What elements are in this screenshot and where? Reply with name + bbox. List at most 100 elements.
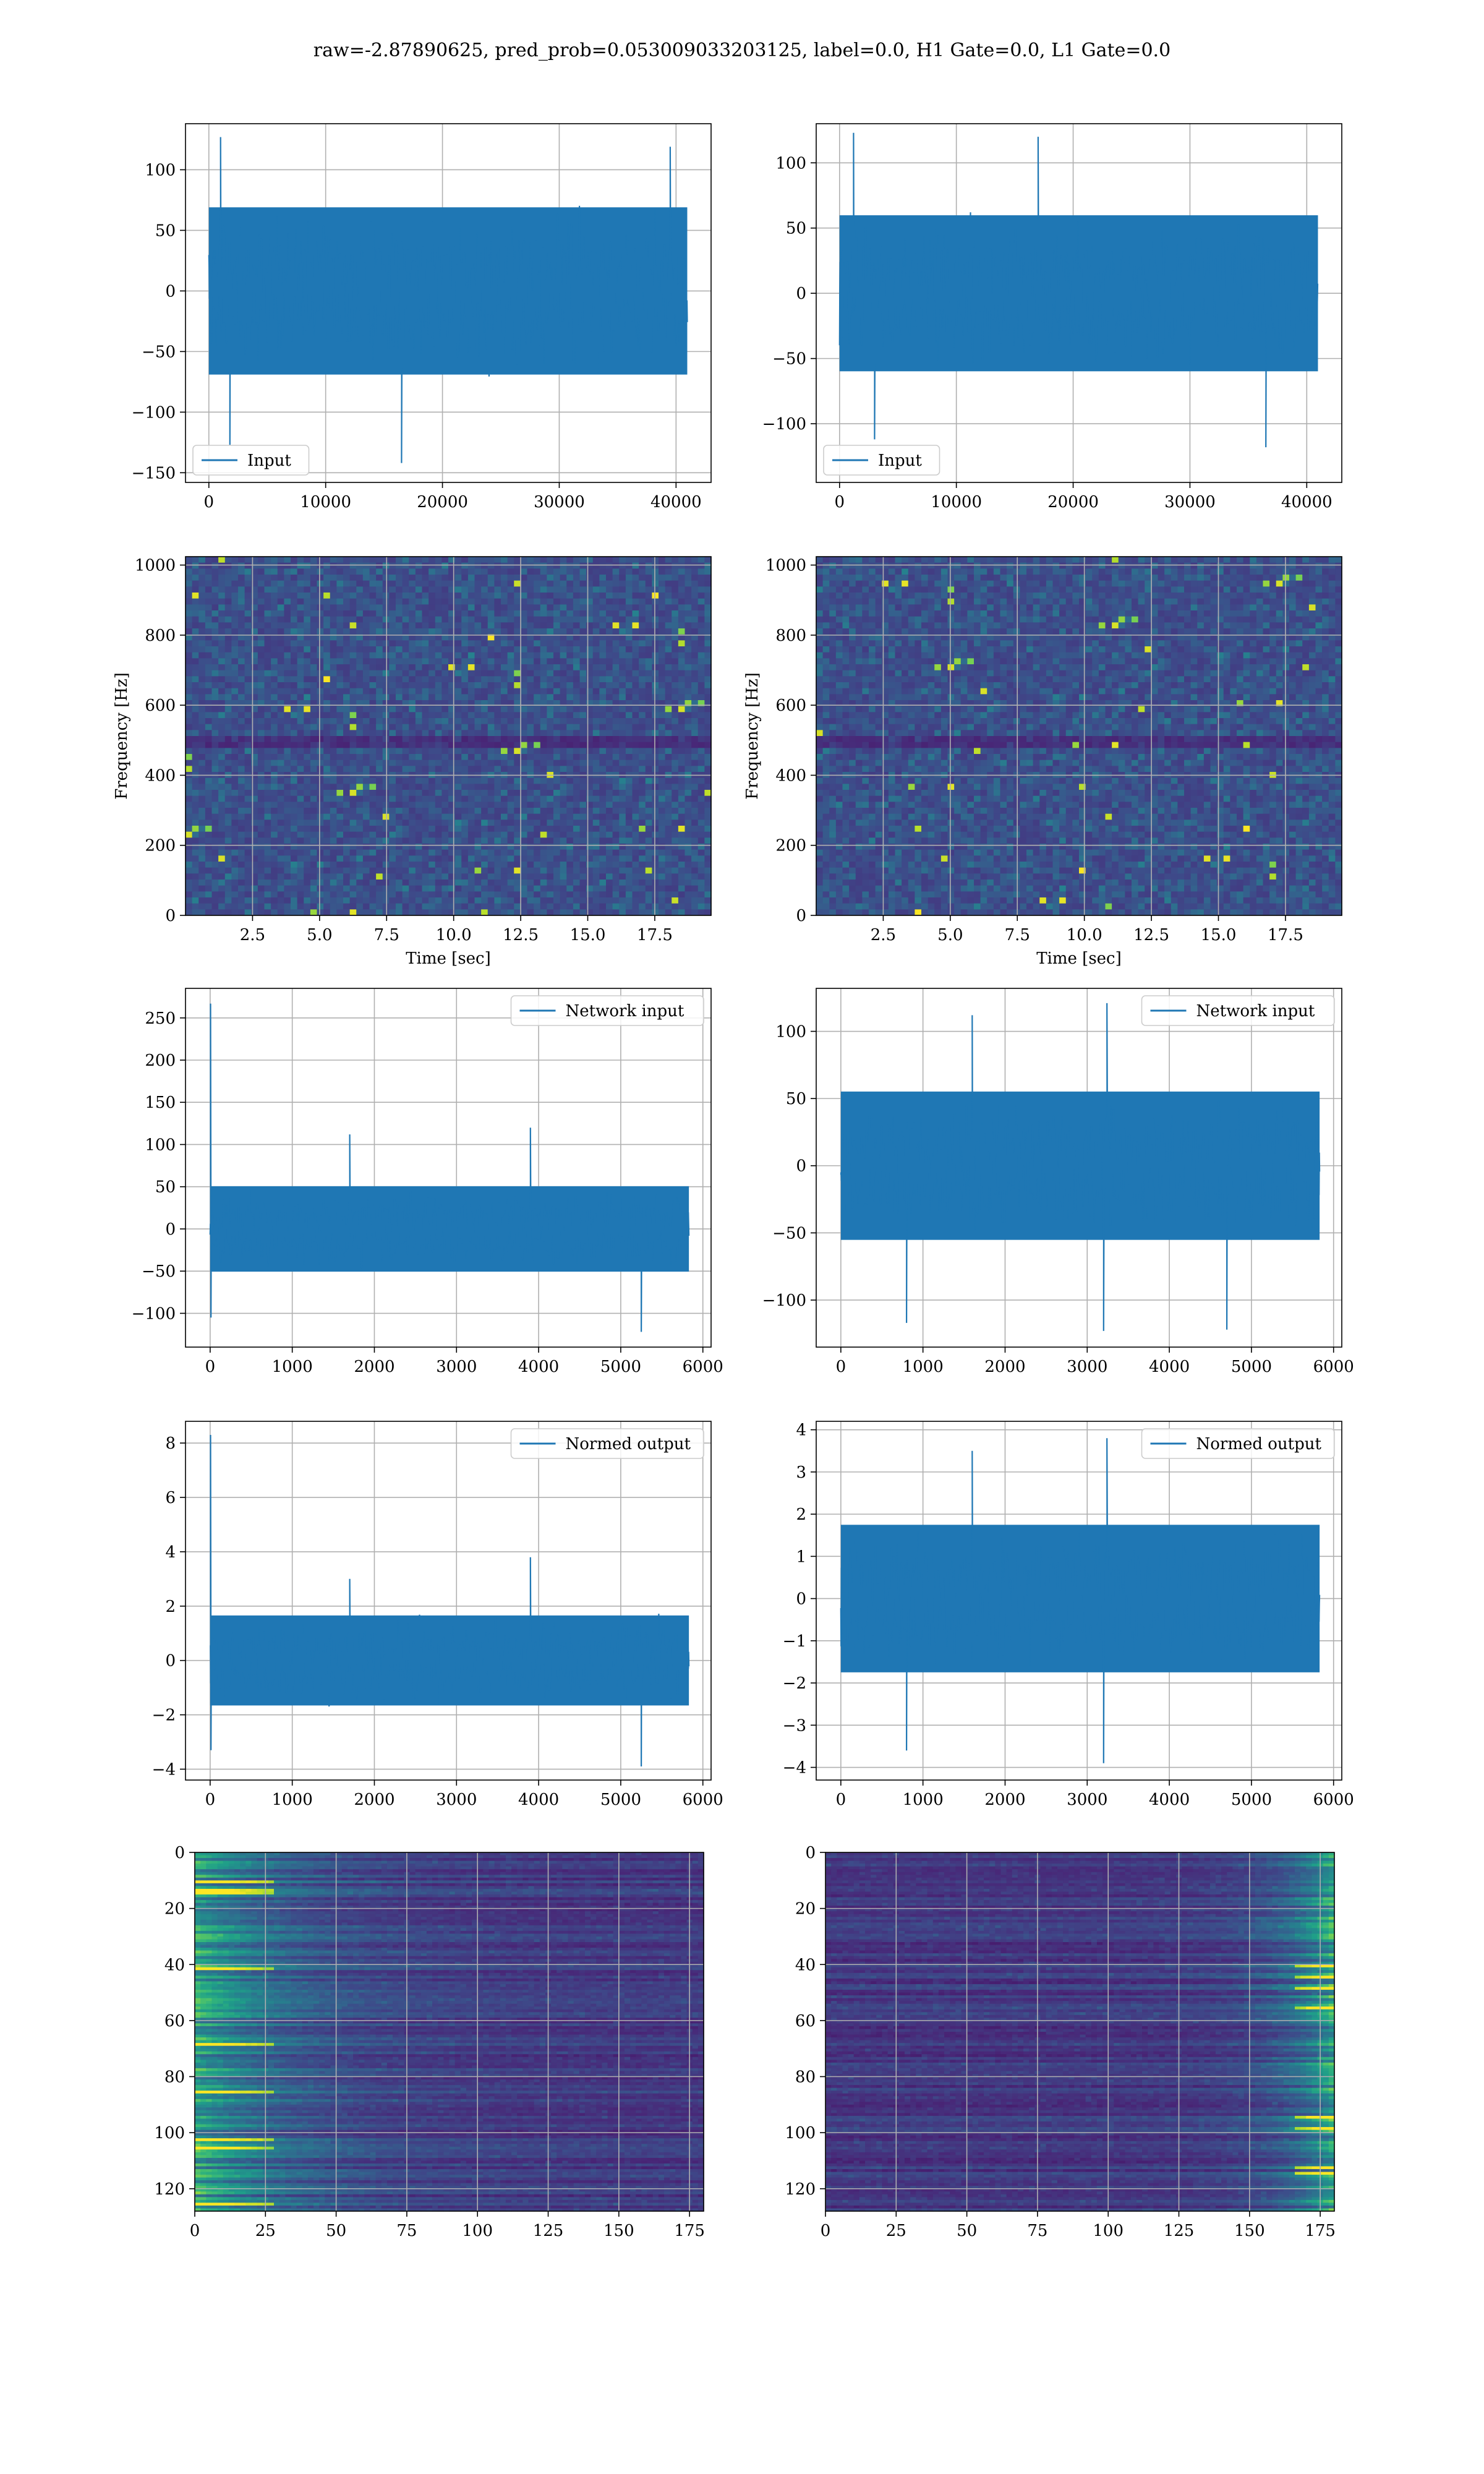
heatmap-cell	[198, 658, 206, 665]
heatmap-cell	[277, 891, 284, 898]
heatmap-cell	[540, 604, 547, 611]
heatmap-cell	[317, 622, 324, 629]
heatmap-cell	[632, 790, 639, 797]
heatmap-cell	[435, 748, 442, 755]
heatmap-cell	[454, 909, 462, 916]
heatmap-cell	[467, 831, 475, 838]
heatmap-cell	[218, 562, 226, 569]
heatmap-cell	[599, 844, 607, 850]
heatmap-cell	[238, 610, 245, 617]
heatmap-cell	[514, 634, 521, 641]
heatmap-cell	[514, 616, 521, 623]
heatmap-cell	[599, 658, 607, 665]
heatmap-cell	[665, 712, 672, 719]
heatmap-cell	[547, 610, 554, 617]
heatmap-cell	[625, 557, 633, 563]
heatmap-cell	[606, 658, 613, 665]
heatmap-cell	[211, 736, 219, 743]
heatmap-cell	[291, 802, 298, 808]
heatmap-cell	[244, 748, 252, 755]
heatmap-cell	[224, 897, 232, 904]
heatmap-cell	[678, 575, 686, 581]
y-tick-label: −100	[132, 403, 176, 422]
heatmap-cell	[409, 873, 416, 880]
heatmap-cell	[481, 831, 488, 838]
heatmap-cell	[467, 634, 475, 641]
heatmap-cell	[507, 844, 514, 850]
heatmap-cell	[218, 575, 226, 581]
heatmap-cell	[527, 628, 534, 635]
heatmap-cell	[415, 557, 423, 563]
heatmap-cell	[816, 849, 824, 856]
heatmap-cell	[547, 658, 554, 665]
heatmap-cell	[192, 844, 199, 850]
heatmap-cell	[257, 855, 265, 862]
heatmap-cell	[310, 766, 318, 773]
heatmap-cell	[369, 628, 377, 635]
heatmap-cell	[566, 831, 574, 838]
heatmap-cell	[343, 862, 351, 868]
heatmap-cell	[514, 777, 521, 784]
heatmap-cell	[606, 777, 613, 784]
heatmap-cell	[198, 891, 206, 898]
heatmap-cell	[349, 586, 357, 593]
heatmap-cell	[396, 909, 403, 916]
heatmap-cell	[271, 586, 278, 593]
heatmap-cell	[514, 862, 521, 868]
heatmap-cell	[291, 808, 298, 815]
heatmap-cell	[336, 658, 344, 665]
heatmap-cell	[409, 802, 416, 808]
heatmap-cell	[435, 873, 442, 880]
heatmap-cell	[231, 622, 239, 629]
heatmap-cell	[691, 862, 699, 868]
heatmap-cell	[396, 706, 403, 713]
heatmap-cell	[271, 873, 278, 880]
heatmap-cell	[198, 610, 206, 617]
heatmap-cell	[304, 604, 311, 611]
heatmap-cell	[632, 820, 639, 826]
heatmap-cell	[409, 593, 416, 599]
heatmap-cell	[323, 682, 331, 689]
heatmap-cell	[231, 766, 239, 773]
heatmap-cell	[402, 586, 409, 593]
heatmap-cell	[586, 802, 594, 808]
heatmap-cell	[599, 784, 607, 790]
heatmap-cell	[192, 664, 199, 671]
heatmap-cell	[415, 826, 423, 833]
heatmap-cell	[520, 562, 528, 569]
heatmap-cell	[369, 616, 377, 623]
heatmap-cell	[501, 700, 508, 707]
heatmap-cell	[599, 604, 607, 611]
heatmap-cell	[251, 598, 258, 605]
y-tick-label: 0	[796, 285, 806, 303]
heatmap-cell	[659, 766, 666, 773]
heatmap-cell	[317, 897, 324, 904]
heatmap-cell	[310, 790, 318, 797]
heatmap-cell	[566, 777, 574, 784]
legend-box	[823, 445, 940, 476]
heatmap-cell	[474, 873, 482, 880]
heatmap-cell	[422, 586, 429, 593]
heatmap-cell	[632, 844, 639, 850]
heatmap-cell	[592, 867, 600, 874]
heatmap-cell	[448, 748, 456, 755]
heatmap-cell	[323, 604, 331, 611]
heatmap-cell	[461, 784, 469, 790]
heatmap-cell	[304, 862, 311, 868]
heatmap-cell	[494, 640, 501, 647]
heatmap-cell	[547, 634, 554, 641]
heatmap-cell	[619, 706, 626, 713]
heatmap-cell	[291, 646, 298, 653]
heatmap-cell	[606, 598, 613, 605]
heatmap-cell	[691, 706, 699, 713]
heatmap-cell	[330, 885, 337, 892]
heatmap-cell	[402, 628, 409, 635]
heatmap-cell	[448, 580, 456, 587]
heatmap-cell	[625, 586, 633, 593]
heatmap-cell	[474, 826, 482, 833]
heatmap-cell	[343, 628, 351, 635]
heatmap-cell	[659, 903, 666, 910]
heatmap-cell	[553, 628, 561, 635]
heatmap-cell	[599, 652, 607, 659]
heatmap-cell	[652, 885, 659, 892]
